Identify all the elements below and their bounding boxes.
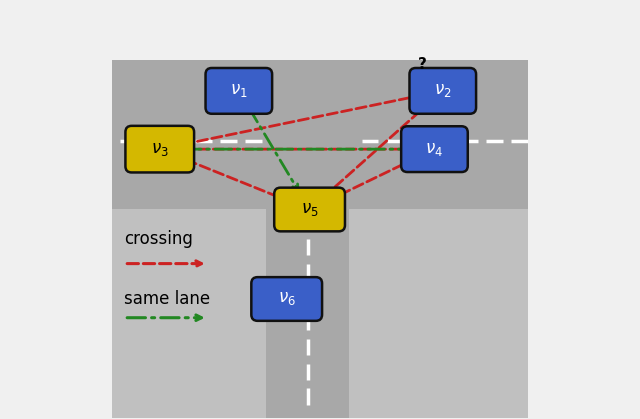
FancyBboxPatch shape [112, 210, 266, 418]
FancyBboxPatch shape [112, 59, 528, 209]
FancyBboxPatch shape [410, 68, 476, 114]
Text: $\nu_4$: $\nu_4$ [426, 141, 444, 158]
FancyBboxPatch shape [349, 210, 528, 418]
FancyBboxPatch shape [266, 59, 349, 209]
Text: $\nu_6$: $\nu_6$ [278, 290, 296, 308]
FancyBboxPatch shape [274, 188, 345, 231]
Text: $\nu_2$: $\nu_2$ [434, 83, 452, 99]
FancyBboxPatch shape [266, 176, 349, 418]
Text: $\nu_3$: $\nu_3$ [151, 141, 168, 158]
Text: ?: ? [418, 57, 427, 72]
FancyBboxPatch shape [205, 68, 272, 114]
Text: $\nu_5$: $\nu_5$ [301, 201, 319, 218]
FancyBboxPatch shape [125, 126, 194, 173]
FancyBboxPatch shape [401, 126, 468, 172]
Text: $\nu_1$: $\nu_1$ [230, 83, 248, 99]
Text: crossing: crossing [124, 230, 193, 248]
Text: same lane: same lane [124, 290, 211, 308]
FancyBboxPatch shape [252, 277, 322, 321]
